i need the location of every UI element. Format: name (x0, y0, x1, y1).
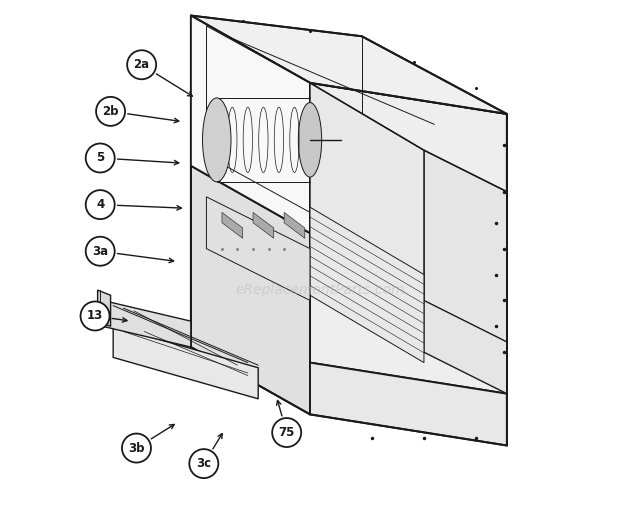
Polygon shape (103, 300, 191, 347)
Circle shape (86, 143, 115, 172)
Circle shape (86, 237, 115, 266)
Text: 5: 5 (96, 151, 104, 165)
Polygon shape (310, 363, 507, 445)
Text: 13: 13 (87, 309, 103, 323)
Text: eReplacementParts.com: eReplacementParts.com (236, 283, 405, 297)
Polygon shape (191, 166, 310, 414)
Polygon shape (206, 197, 310, 300)
Circle shape (272, 418, 301, 447)
Polygon shape (191, 16, 310, 233)
Polygon shape (97, 290, 110, 326)
Circle shape (122, 434, 151, 463)
Circle shape (189, 449, 218, 478)
Circle shape (81, 301, 110, 330)
Text: 75: 75 (278, 426, 295, 439)
Text: 4: 4 (96, 198, 104, 211)
Text: 3c: 3c (197, 457, 211, 470)
Circle shape (96, 97, 125, 126)
Circle shape (127, 50, 156, 79)
Polygon shape (310, 83, 424, 300)
Polygon shape (113, 326, 258, 399)
Ellipse shape (203, 98, 231, 182)
Polygon shape (310, 83, 507, 394)
Polygon shape (310, 207, 424, 363)
Polygon shape (253, 212, 274, 238)
Polygon shape (222, 212, 242, 238)
Ellipse shape (298, 103, 322, 177)
Text: 2a: 2a (133, 58, 149, 71)
Polygon shape (424, 150, 507, 394)
Text: 3a: 3a (92, 244, 108, 258)
Text: 2b: 2b (102, 105, 119, 118)
Polygon shape (191, 16, 507, 114)
Text: 3b: 3b (128, 441, 144, 455)
Circle shape (86, 190, 115, 219)
Polygon shape (284, 212, 305, 238)
